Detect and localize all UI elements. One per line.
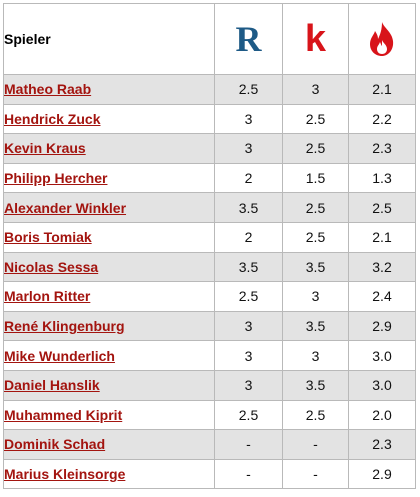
table-row: Daniel Hanslik 3 3.5 3.0 <box>3 369 416 401</box>
flame-rating-cell: 2.9 <box>348 458 416 490</box>
table-header-row: Spieler R k <box>3 3 416 75</box>
flame-rating-cell: 1.3 <box>348 162 416 194</box>
player-cell: Dominik Schad <box>3 429 215 460</box>
player-link[interactable]: Philipp Hercher <box>4 170 108 187</box>
k-rating-cell: - <box>282 429 349 460</box>
player-cell: Hendrick Zuck <box>3 103 215 135</box>
player-link[interactable]: Dominik Schad <box>4 436 106 453</box>
r-rating-cell: 2 <box>214 162 283 194</box>
r-rating-cell: 3 <box>214 133 283 164</box>
player-cell: Muhammed Kiprit <box>3 399 215 431</box>
r-rating-cell: 2.5 <box>214 281 283 312</box>
player-cell: Alexander Winkler <box>3 192 215 223</box>
flame-rating-cell: 3.0 <box>348 340 416 371</box>
table-row: René Klingenburg 3 3.5 2.9 <box>3 310 416 342</box>
player-link[interactable]: René Klingenburg <box>4 318 125 335</box>
player-cell: René Klingenburg <box>3 310 215 342</box>
r-rating-cell: - <box>214 429 283 460</box>
player-link[interactable]: Muhammed Kiprit <box>4 406 123 423</box>
table-row: Marlon Ritter 2.5 3 2.4 <box>3 281 416 312</box>
player-cell: Mike Wunderlich <box>3 340 215 371</box>
player-cell: Boris Tomiak <box>3 221 215 253</box>
player-column-header: Spieler <box>3 3 215 75</box>
table-row: Mike Wunderlich 3 3 3.0 <box>3 340 416 371</box>
flame-rating-cell: 2.9 <box>348 310 416 342</box>
player-link[interactable]: Marius Kleinsorge <box>4 466 126 483</box>
k-rating-cell: 3.5 <box>282 310 349 342</box>
k-rating-column-header: k <box>282 3 349 75</box>
r-rating-cell: 3 <box>214 103 283 135</box>
k-rating-cell: 3 <box>282 281 349 312</box>
r-rating-cell: 2 <box>214 221 283 253</box>
player-cell: Marlon Ritter <box>3 281 215 312</box>
table-row: Hendrick Zuck 3 2.5 2.2 <box>3 103 416 135</box>
flame-rating-cell: 2.0 <box>348 399 416 431</box>
table-row: Alexander Winkler 3.5 2.5 2.5 <box>3 192 416 223</box>
ratings-table-container: Spieler R k Matheo Raab 2.5 3 2.1 Hendrick Z… <box>3 3 416 490</box>
k-logo-icon: k <box>304 18 327 60</box>
k-rating-cell: 2.5 <box>282 133 349 164</box>
r-rating-cell: 3.5 <box>214 192 283 223</box>
player-link[interactable]: Hendrick Zuck <box>4 110 101 127</box>
k-rating-cell: 2.5 <box>282 221 349 253</box>
player-link[interactable]: Daniel Hanslik <box>4 377 100 394</box>
r-rating-cell: 3 <box>214 310 283 342</box>
player-cell: Nicolas Sessa <box>3 251 215 283</box>
k-rating-cell: 1.5 <box>282 162 349 194</box>
table-row: Philipp Hercher 2 1.5 1.3 <box>3 162 416 194</box>
player-link[interactable]: Kevin Kraus <box>4 140 86 157</box>
table-row: Boris Tomiak 2 2.5 2.1 <box>3 221 416 253</box>
k-rating-cell: 3.5 <box>282 251 349 283</box>
r-logo-icon: R <box>235 19 262 59</box>
k-rating-cell: - <box>282 458 349 490</box>
flame-rating-cell: 2.1 <box>348 221 416 253</box>
r-rating-cell: 2.5 <box>214 399 283 431</box>
player-link[interactable]: Mike Wunderlich <box>4 347 115 364</box>
player-link[interactable]: Matheo Raab <box>4 81 92 98</box>
k-rating-cell: 2.5 <box>282 192 349 223</box>
flame-rating-cell: 2.4 <box>348 281 416 312</box>
flame-rating-cell: 2.5 <box>348 192 416 223</box>
flame-rating-cell: 2.2 <box>348 103 416 135</box>
flame-rating-cell: 2.3 <box>348 133 416 164</box>
table-row: Matheo Raab 2.5 3 2.1 <box>3 74 416 105</box>
player-cell: Matheo Raab <box>3 74 215 105</box>
k-rating-cell: 3.5 <box>282 369 349 401</box>
k-rating-cell: 3 <box>282 74 349 105</box>
ratings-table: Spieler R k Matheo Raab 2.5 3 2.1 Hendrick Z… <box>3 3 416 490</box>
player-cell: Kevin Kraus <box>3 133 215 164</box>
r-rating-cell: 3 <box>214 369 283 401</box>
r-rating-cell: 3 <box>214 340 283 371</box>
table-row: Kevin Kraus 3 2.5 2.3 <box>3 133 416 164</box>
r-rating-column-header: R <box>214 3 283 75</box>
k-rating-cell: 2.5 <box>282 399 349 431</box>
r-rating-cell: - <box>214 458 283 490</box>
player-cell: Daniel Hanslik <box>3 369 215 401</box>
k-rating-cell: 2.5 <box>282 103 349 135</box>
player-link[interactable]: Marlon Ritter <box>4 288 91 305</box>
r-rating-cell: 2.5 <box>214 74 283 105</box>
table-row: Nicolas Sessa 3.5 3.5 3.2 <box>3 251 416 283</box>
player-link[interactable]: Nicolas Sessa <box>4 258 99 275</box>
r-rating-cell: 3.5 <box>214 251 283 283</box>
flame-rating-cell: 3.0 <box>348 369 416 401</box>
flame-rating-cell: 2.1 <box>348 74 416 105</box>
player-link[interactable]: Alexander Winkler <box>4 199 127 216</box>
flame-icon <box>370 22 394 56</box>
player-link[interactable]: Boris Tomiak <box>4 229 92 246</box>
table-row: Muhammed Kiprit 2.5 2.5 2.0 <box>3 399 416 431</box>
flame-rating-column-header <box>348 3 416 75</box>
player-cell: Marius Kleinsorge <box>3 458 215 490</box>
flame-rating-cell: 3.2 <box>348 251 416 283</box>
table-row: Marius Kleinsorge - -2.9 <box>3 458 416 490</box>
table-row: Dominik Schad - -2.3 <box>3 429 416 460</box>
flame-rating-cell: 2.3 <box>348 429 416 460</box>
player-cell: Philipp Hercher <box>3 162 215 194</box>
k-rating-cell: 3 <box>282 340 349 371</box>
